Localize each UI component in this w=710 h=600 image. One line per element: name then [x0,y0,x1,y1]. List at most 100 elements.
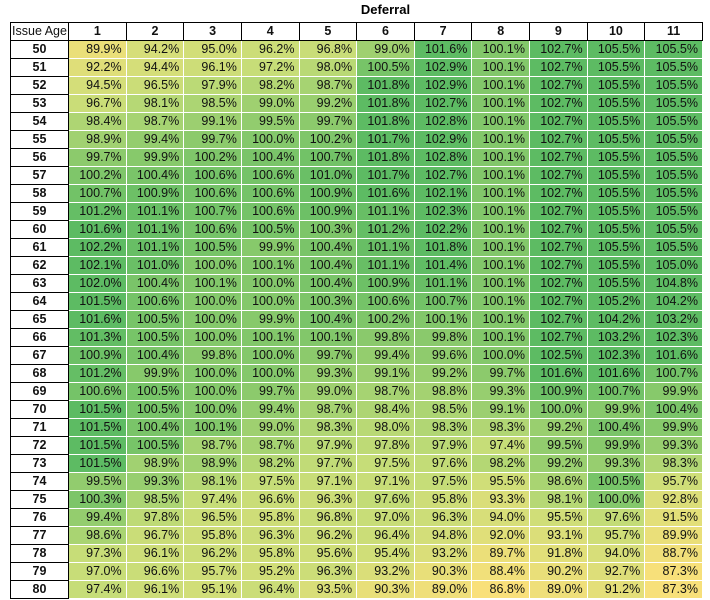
heatmap-cell: 99.5% [529,436,588,455]
heatmap-cell: 102.7% [529,292,588,311]
heatmap-cell: 100.9% [356,274,415,293]
heatmap-cell: 98.7% [356,382,415,401]
heatmap-cell: 102.3% [413,202,473,221]
heatmap-cell: 100.6% [240,184,300,203]
heatmap-cell: 105.5% [644,238,703,257]
heatmap-cell: 89.7% [471,544,530,563]
heatmap-cell: 97.1% [356,472,415,491]
heatmap-cell: 101.8% [413,238,473,257]
heatmap-cell: 99.7% [298,346,358,365]
heatmap-cell: 105.5% [586,112,646,131]
heatmap-cell: 98.3% [298,418,358,437]
heatmap-cell: 102.7% [413,94,473,113]
heatmap-cell: 101.6% [68,220,127,239]
heatmap-cell: 95.7% [644,472,703,491]
heatmap-cell: 98.3% [413,418,473,437]
heatmap-cell: 102.7% [529,130,588,149]
heatmap-cell: 101.4% [413,256,473,275]
heatmap-cell: 89.9% [68,40,127,59]
heatmap-cell: 105.2% [586,292,646,311]
table-row: 54 98.4% 98.7% 99.1% 99.5% 99.7% 101.8% 102.8% 1… [10,112,703,131]
table-row: 64 101.5% 100.6% 100.0% 100.0% 100.3% 100.6% 10… [10,292,703,311]
heatmap-cell: 94.4% [125,58,185,77]
issue-age-label: 62 [10,256,69,275]
heatmap-cell: 100.1% [240,328,300,347]
issue-age-label: 60 [10,220,69,239]
table-row: 66 101.3% 100.5% 100.0% 100.1% 100.1% 99.8% 99.… [10,328,703,347]
heatmap-cell: 99.6% [413,346,473,365]
heatmap-cell: 101.8% [356,148,415,167]
heatmap-cell: 100.4% [586,418,646,437]
heatmap-cell: 99.7% [68,148,127,167]
table-row: 73 101.5% 98.9% 98.9% 98.2% 97.7% 97.5% 97.6% 98… [10,454,703,473]
heatmap-cell: 100.5% [125,310,185,329]
heatmap-cell: 100.9% [68,346,127,365]
heatmap-cell: 96.5% [125,76,185,95]
heatmap-cell: 100.5% [356,58,415,77]
heatmap-cell: 99.8% [183,346,242,365]
heatmap-cell: 99.1% [183,112,242,131]
heatmap-cell: 101.6% [68,310,127,329]
heatmap-cell: 98.2% [471,454,530,473]
heatmap-cell: 105.5% [586,220,646,239]
heatmap-cell: 102.7% [529,94,588,113]
heatmap-cell: 99.9% [644,418,703,437]
heatmap-cell: 95.1% [183,580,242,599]
heatmap-cell: 96.3% [298,562,358,581]
heatmap-cell: 97.7% [298,454,358,473]
heatmap-cell: 97.5% [240,472,300,491]
heatmap-cell: 99.9% [644,382,703,401]
heatmap-cell: 100.2% [183,148,242,167]
heatmap-cell: 101.2% [68,202,127,221]
heatmap-cell: 96.5% [183,508,242,527]
heatmap-cell: 100.0% [586,490,646,509]
issue-age-label: 69 [10,382,69,401]
heatmap-cell: 100.1% [471,40,530,59]
heatmap-cell: 100.7% [68,184,127,203]
table-row: 56 99.7% 99.9% 100.2% 100.4% 100.7% 101.8% 102.… [10,148,703,167]
heatmap-cell: 99.2% [413,364,473,383]
heatmap-cell: 102.7% [529,58,588,77]
heatmap-cell: 97.1% [298,472,358,491]
heatmap-cell: 98.7% [298,400,358,419]
issue-age-label: 57 [10,166,69,185]
heatmap-cell: 95.8% [413,490,473,509]
heatmap-cell: 91.8% [529,544,588,563]
heatmap-cell: 102.1% [68,256,127,275]
issue-age-label: 72 [10,436,69,455]
heatmap-cell: 102.2% [68,238,127,257]
heatmap-cell: 100.1% [471,274,530,293]
heatmap-cell: 99.7% [240,382,300,401]
heatmap-cell: 98.7% [240,436,300,455]
heatmap-cell: 101.5% [68,292,127,311]
heatmap-cell: 100.0% [240,292,300,311]
heatmap-cell: 98.8% [413,382,473,401]
heatmap-cell: 98.2% [240,76,300,95]
heatmap-cell: 100.1% [413,310,473,329]
heatmap-cell: 95.8% [183,526,242,545]
heatmap-cell: 105.0% [644,256,703,275]
issue-age-label: 65 [10,310,69,329]
heatmap-cell: 99.4% [356,346,415,365]
heatmap-cell: 102.7% [529,256,588,275]
heatmap-cell: 98.1% [125,94,185,113]
issue-age-label: 59 [10,202,69,221]
heatmap-cell: 99.1% [356,364,415,383]
heatmap-cell: 100.1% [471,328,530,347]
heatmap-cell: 100.3% [298,220,358,239]
heatmap-cell: 89.0% [413,580,473,599]
heatmap-cell: 102.9% [413,76,473,95]
heatmap-cell: 98.4% [356,400,415,419]
table-row: 80 97.4% 96.1% 95.1% 96.4% 93.5% 90.3% 89.0% 86.… [10,580,703,599]
heatmap-cell: 100.6% [183,184,242,203]
heatmap-cell: 100.2% [356,310,415,329]
heatmap-cell: 100.1% [471,94,530,113]
heatmap-cell: 92.2% [68,58,127,77]
heatmap-cell: 100.7% [298,148,358,167]
heatmap-cell: 100.5% [125,328,185,347]
heatmap-cell: 100.0% [240,346,300,365]
heatmap-cell: 100.4% [125,166,185,185]
heatmap-cell: 97.4% [68,580,127,599]
heatmap-cell: 105.5% [586,166,646,185]
heatmap-cell: 89.0% [529,580,588,599]
